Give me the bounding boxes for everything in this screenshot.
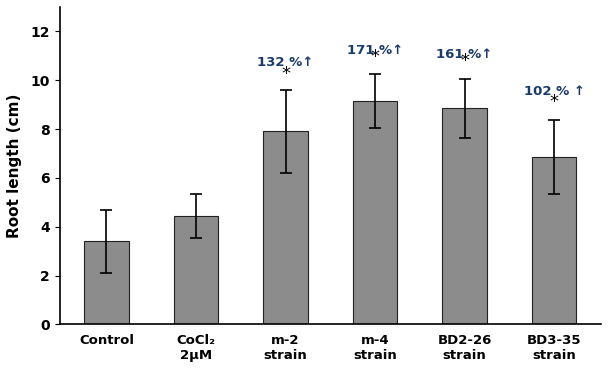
Text: 161 %↑: 161 %↑ [437, 48, 492, 61]
Bar [263, 131, 308, 324]
Y-axis label: Root length (cm): Root length (cm) [7, 93, 22, 238]
Text: *: * [370, 48, 379, 66]
Text: 171 %↑: 171 %↑ [347, 44, 403, 57]
Bar [174, 216, 218, 324]
Text: *: * [281, 65, 290, 83]
Bar [531, 157, 576, 324]
Bar [442, 108, 487, 324]
Text: 102 % ↑: 102 % ↑ [523, 86, 584, 99]
Bar [353, 101, 398, 324]
Text: *: * [460, 52, 469, 70]
Text: 132 %↑: 132 %↑ [257, 56, 314, 69]
Text: *: * [550, 93, 559, 111]
Bar [84, 241, 129, 324]
